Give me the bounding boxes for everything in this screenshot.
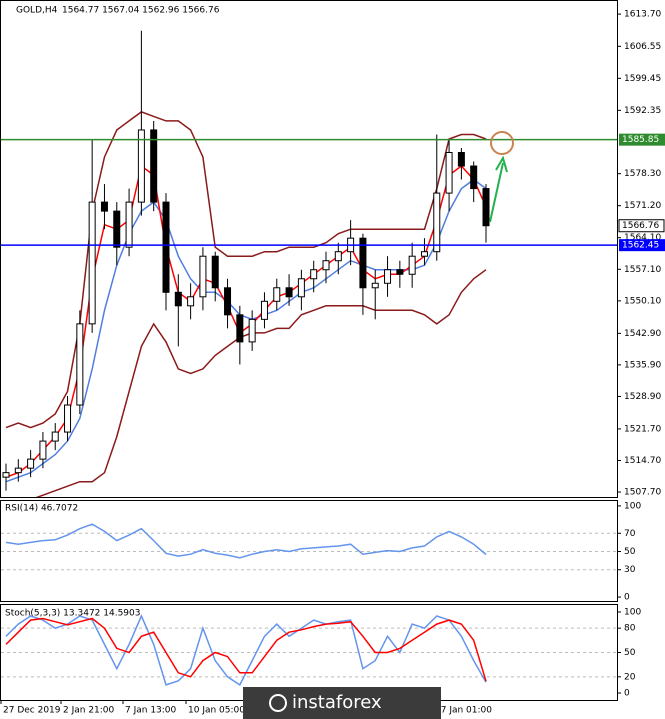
x-tick-label: 7 Jan 13:00	[125, 706, 177, 716]
x-tick-label: 2 Jan 21:00	[63, 706, 115, 716]
y-tick-label: 50	[624, 547, 636, 557]
y-tick-label: 1535.90	[624, 360, 661, 370]
y-tick-label: 1564.10	[624, 233, 661, 243]
y-tick-label: 0	[624, 593, 630, 603]
indicator-line	[5, 523, 487, 559]
candle-body	[445, 152, 453, 194]
y-tick-label: 1599.45	[624, 74, 661, 84]
y-tick-label: 50	[624, 648, 636, 658]
indicator-line	[5, 617, 487, 682]
candle-body	[297, 278, 305, 298]
plot	[1, 523, 617, 571]
candle-body	[199, 255, 207, 298]
candle-body	[174, 291, 182, 307]
target-circle	[490, 131, 514, 155]
y-tick-label: 1507.70	[624, 488, 661, 498]
indicator-line	[5, 164, 487, 478]
arrow	[489, 162, 504, 223]
candle-body	[100, 201, 108, 212]
level-box	[619, 133, 665, 146]
arrow-head	[495, 155, 508, 173]
candle-body	[482, 188, 490, 227]
y-tick-label: 1514.70	[624, 456, 661, 466]
candle-body	[396, 269, 404, 275]
candle-body	[334, 251, 342, 262]
candle-body	[384, 269, 392, 284]
indicator-line	[5, 614, 487, 686]
rsi-panel	[0, 500, 618, 602]
level-box	[619, 239, 665, 252]
x-tick-label: 27 Dec 2019	[3, 706, 61, 716]
plot	[1, 614, 617, 686]
candle-body	[51, 431, 59, 442]
candle-body	[470, 165, 478, 190]
candle-body	[64, 404, 72, 433]
candle-body	[113, 210, 121, 248]
indicator-line	[5, 111, 487, 429]
candle-body	[137, 129, 145, 203]
candle-body	[248, 318, 256, 343]
y-tick-label: 100	[624, 501, 641, 511]
last-price: 1566.76	[622, 221, 659, 231]
y-tick-label: 20	[624, 672, 636, 682]
candle-body	[433, 192, 441, 253]
plot	[2, 30, 490, 497]
level-label: 1562.45	[622, 241, 659, 251]
x-tick-label: 27 Jan 01:00	[435, 706, 492, 716]
y-tick-label: 70	[624, 529, 636, 539]
candle-body	[211, 255, 219, 289]
y-tick-label: 1578.30	[624, 169, 661, 179]
y-tick-label: 1528.90	[624, 392, 661, 402]
stoch-title: Stoch(5,3,3) 13.3472 14.5903	[5, 609, 140, 619]
candle-body	[27, 458, 35, 469]
candle-body	[88, 201, 96, 325]
candle-body	[408, 255, 416, 275]
candle-body	[150, 129, 158, 203]
y-tick-label: 1550.10	[624, 296, 661, 306]
y-tick-label: 1613.70	[624, 10, 661, 20]
price-box	[618, 219, 665, 233]
y-tick-label: 30	[624, 565, 636, 575]
x-tick-label: 10 Jan 05:00	[188, 706, 245, 716]
candle-body	[187, 296, 195, 307]
y-tick-label: 0	[624, 689, 630, 699]
level-label: 1585.85	[622, 135, 659, 145]
candle-body	[457, 152, 465, 167]
candle-body	[236, 314, 244, 343]
rsi-title: RSI(14) 46.7072	[5, 504, 78, 514]
y-tick-label: 80	[624, 624, 636, 634]
symbol: GOLD,H4	[16, 6, 58, 16]
candle-body	[322, 260, 330, 271]
candle-body	[2, 472, 10, 478]
watermark-logo	[269, 694, 287, 712]
ohlc: 1564.77 1567.04 1562.96 1566.76	[62, 6, 220, 16]
candle-body	[125, 201, 133, 248]
y-tick-label: 1557.10	[624, 265, 661, 275]
main-panel	[0, 0, 618, 498]
candle-body	[39, 440, 47, 460]
watermark: instaforex	[292, 692, 382, 713]
candle-body	[285, 287, 293, 298]
y-tick-label: 1542.90	[624, 329, 661, 339]
candle-body	[359, 237, 367, 289]
watermark-box	[243, 687, 441, 719]
candle-body	[310, 269, 318, 280]
candle-body	[420, 251, 428, 257]
candle-body	[273, 287, 281, 302]
candle-body	[371, 282, 379, 289]
y-tick-label: 100	[624, 607, 641, 617]
y-tick-label: 1571.20	[624, 201, 661, 211]
candle-body	[14, 467, 22, 474]
y-tick-label: 1521.70	[624, 424, 661, 434]
y-tick-label: 1592.35	[624, 106, 661, 116]
candle-body	[76, 323, 84, 406]
indicator-line	[35, 269, 487, 497]
candle-body	[162, 201, 170, 293]
candle-body	[260, 300, 268, 320]
candle-body	[224, 287, 232, 316]
y-tick-label: 1606.55	[624, 42, 661, 52]
